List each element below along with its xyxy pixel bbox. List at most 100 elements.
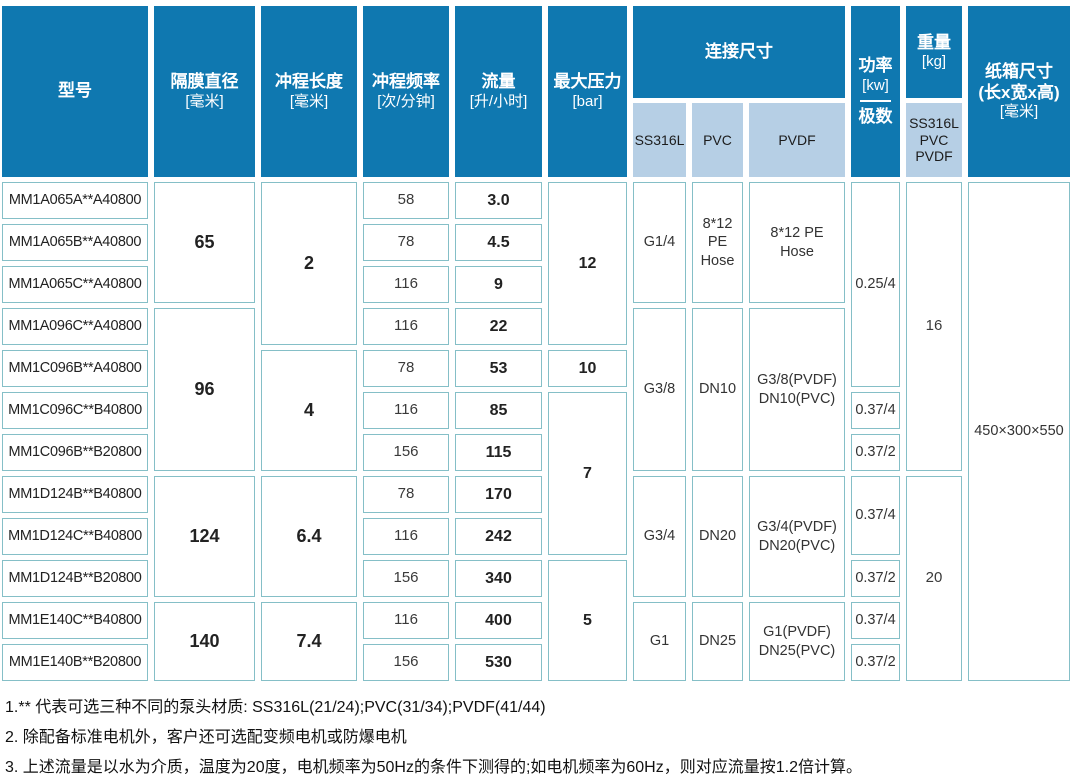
- frequency-cell: 78: [363, 350, 449, 387]
- frequency-cell: 116: [363, 266, 449, 303]
- frequency-cell: 116: [363, 308, 449, 345]
- diaphragm-cell: 140: [154, 602, 255, 681]
- connection-pvdf-cell: 8*12 PE Hose: [749, 182, 845, 303]
- col-header-stroke-length: 冲程长度 [毫米]: [261, 6, 357, 177]
- col-header-frequency-unit: [次/分钟]: [377, 92, 435, 110]
- connection-pvdf-cell: G3/4(PVDF) DN20(PVC): [749, 476, 845, 597]
- col-header-carton-title: 纸箱尺寸: [985, 62, 1053, 82]
- col-subheader-weight-materials: SS316L PVC PVDF: [906, 103, 962, 177]
- col-header-weight: 重量 [kg]: [906, 6, 962, 98]
- col-header-pressure-unit: [bar]: [572, 92, 603, 110]
- stroke-length-cell: 7.4: [261, 602, 357, 681]
- flow-cell: 4.5: [455, 224, 542, 261]
- power-cell: 0.37/4: [851, 392, 900, 429]
- weight-material-pvc: PVC: [919, 131, 949, 148]
- frequency-cell: 58: [363, 182, 449, 219]
- frequency-cell: 156: [363, 560, 449, 597]
- connection-ss316l-cell: G3/8: [633, 308, 686, 471]
- col-header-flow: 流量 [升/小时]: [455, 6, 542, 177]
- connection-pvc-cell: DN25: [692, 602, 743, 681]
- footnote-3: 3. 上述流量是以水为介质，温度为20度，电机频率为50Hz的条件下测得的;如电…: [5, 759, 862, 776]
- flow-cell: 9: [455, 266, 542, 303]
- model-cell: MM1C096B**A40800: [2, 350, 148, 387]
- weight-material-pvdf: PVDF: [915, 148, 953, 165]
- pressure-cell: 12: [548, 182, 627, 345]
- col-header-stroke-frequency: 冲程频率 [次/分钟]: [363, 6, 449, 177]
- col-header-diaphragm-unit: [毫米]: [185, 92, 224, 110]
- col-header-weight-title: 重量: [917, 32, 951, 52]
- power-cell: 0.37/2: [851, 644, 900, 681]
- col-header-model-label: 型号: [58, 81, 92, 101]
- col-subheader-connection-ss316l: SS316L: [633, 103, 686, 177]
- flow-cell: 3.0: [455, 182, 542, 219]
- model-cell: MM1A096C**A40800: [2, 308, 148, 345]
- col-header-stroke-title: 冲程长度: [275, 72, 343, 92]
- footnote-2: 2. 除配备标准电机外，客户还可选配变频电机或防爆电机: [5, 729, 407, 746]
- connection-pvdf-cell: G1(PVDF) DN25(PVC): [749, 602, 845, 681]
- stroke-length-cell: 6.4: [261, 476, 357, 597]
- col-header-carton-dims: (长x宽x高): [978, 82, 1060, 102]
- stroke-length-cell: 2: [261, 182, 357, 345]
- model-cell: MM1D124B**B20800: [2, 560, 148, 597]
- col-header-pressure-title: 最大压力: [553, 72, 622, 92]
- frequency-cell: 78: [363, 224, 449, 261]
- model-cell: MM1A065C**A40800: [2, 266, 148, 303]
- col-header-power-unit: [kw]: [862, 76, 889, 94]
- flow-cell: 115: [455, 434, 542, 471]
- col-header-stroke-unit: [毫米]: [289, 92, 329, 110]
- col-header-max-pressure: 最大压力 [bar]: [548, 6, 627, 177]
- power-cell: 0.37/2: [851, 434, 900, 471]
- connection-ss316l-cell: G1/4: [633, 182, 686, 303]
- flow-cell: 242: [455, 518, 542, 555]
- flow-cell: 340: [455, 560, 542, 597]
- model-cell: MM1E140C**B40800: [2, 602, 148, 639]
- weight-material-ss316l: SS316L: [909, 115, 959, 132]
- model-cell: MM1E140B**B20800: [2, 644, 148, 681]
- col-header-weight-unit: [kg]: [921, 53, 947, 71]
- col-header-flow-unit: [升/小时]: [469, 92, 528, 110]
- connection-ss316l-cell: G1: [633, 602, 686, 681]
- pressure-cell: 5: [548, 560, 627, 681]
- stroke-length-cell: 4: [261, 350, 357, 471]
- frequency-cell: 156: [363, 644, 449, 681]
- col-header-carton: 纸箱尺寸 (长x宽x高) [毫米]: [968, 6, 1070, 177]
- flow-cell: 53: [455, 350, 542, 387]
- diaphragm-cell: 65: [154, 182, 255, 303]
- weight-cell: 16: [906, 182, 962, 471]
- flow-cell: 530: [455, 644, 542, 681]
- col-header-model: 型号: [2, 6, 148, 177]
- col-header-connection-title: 连接尺寸: [705, 41, 773, 61]
- col-header-diaphragm: 隔膜直径 [毫米]: [154, 6, 255, 177]
- col-header-frequency-title: 冲程频率: [372, 72, 440, 92]
- pressure-cell: 7: [548, 392, 627, 555]
- connection-pvc-cell: DN10: [692, 308, 743, 471]
- flow-cell: 170: [455, 476, 542, 513]
- frequency-cell: 78: [363, 476, 449, 513]
- model-cell: MM1A065A**A40800: [2, 182, 148, 219]
- frequency-cell: 116: [363, 602, 449, 639]
- weight-cell: 20: [906, 476, 962, 681]
- diaphragm-cell: 96: [154, 308, 255, 471]
- col-header-diaphragm-title: 隔膜直径: [170, 72, 239, 92]
- power-cell: 0.37/2: [851, 560, 900, 597]
- pressure-cell: 10: [548, 350, 627, 387]
- connection-ss316l-cell: G3/4: [633, 476, 686, 597]
- pump-spec-table: 型号 隔膜直径 [毫米] 冲程长度 [毫米] 冲程频率 [次/分钟] 流量 [升…: [2, 6, 1070, 681]
- col-header-connection: 连接尺寸: [633, 6, 845, 98]
- model-cell: MM1D124C**B40800: [2, 518, 148, 555]
- model-cell: MM1C096C**B40800: [2, 392, 148, 429]
- col-header-power-title: 功率: [858, 56, 893, 76]
- flow-cell: 400: [455, 602, 542, 639]
- flow-cell: 85: [455, 392, 542, 429]
- subheader-pvdf-label: PVDF: [778, 132, 816, 148]
- subheader-ss316l-label: SS316L: [634, 132, 685, 148]
- frequency-cell: 116: [363, 392, 449, 429]
- model-cell: MM1D124B**B40800: [2, 476, 148, 513]
- col-header-power: 功率 [kw] 极数: [851, 6, 900, 177]
- subheader-pvc-label: PVC: [703, 132, 732, 148]
- power-cell: 0.37/4: [851, 602, 900, 639]
- frequency-cell: 156: [363, 434, 449, 471]
- model-cell: MM1A065B**A40800: [2, 224, 148, 261]
- connection-pvc-cell: 8*12 PE Hose: [692, 182, 743, 303]
- col-subheader-connection-pvdf: PVDF: [749, 103, 845, 177]
